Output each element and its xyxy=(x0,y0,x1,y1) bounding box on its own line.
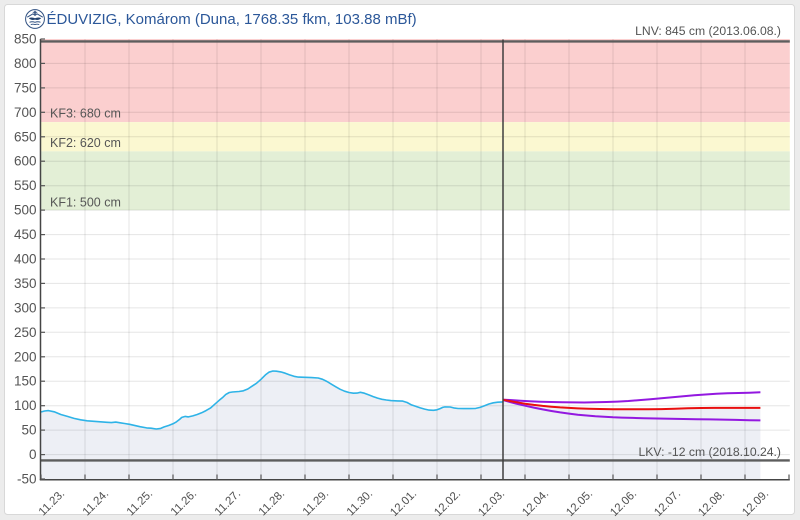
svg-text:150: 150 xyxy=(14,374,37,389)
svg-text:LNV: 845 cm (2013.06.08.): LNV: 845 cm (2013.06.08.) xyxy=(635,24,781,38)
svg-text:LKV: -12 cm (2018.10.24.): LKV: -12 cm (2018.10.24.) xyxy=(639,445,782,459)
svg-text:-50: -50 xyxy=(17,472,37,487)
svg-text:300: 300 xyxy=(14,300,37,315)
svg-text:650: 650 xyxy=(14,129,37,144)
svg-text:KF2: 620 cm: KF2: 620 cm xyxy=(50,136,121,150)
svg-text:250: 250 xyxy=(14,325,37,340)
svg-text:100: 100 xyxy=(14,398,37,413)
svg-text:400: 400 xyxy=(14,252,37,267)
svg-text:200: 200 xyxy=(14,349,37,364)
svg-text:700: 700 xyxy=(14,105,37,120)
svg-text:350: 350 xyxy=(14,276,37,291)
svg-text:0: 0 xyxy=(29,447,37,462)
svg-text:750: 750 xyxy=(14,80,37,95)
svg-text:800: 800 xyxy=(14,56,37,71)
svg-text:550: 550 xyxy=(14,178,37,193)
svg-text:ÉDUVIZIG, Komárom (Duna, 1768.: ÉDUVIZIG, Komárom (Duna, 1768.35 fkm, 10… xyxy=(47,11,417,28)
svg-text:KF3: 680 cm: KF3: 680 cm xyxy=(50,107,121,121)
svg-text:50: 50 xyxy=(21,423,36,438)
svg-text:600: 600 xyxy=(14,154,37,169)
svg-text:KF1: 500 cm: KF1: 500 cm xyxy=(50,196,121,210)
svg-text:850: 850 xyxy=(14,32,37,47)
svg-text:450: 450 xyxy=(14,227,37,242)
svg-text:500: 500 xyxy=(14,203,37,218)
